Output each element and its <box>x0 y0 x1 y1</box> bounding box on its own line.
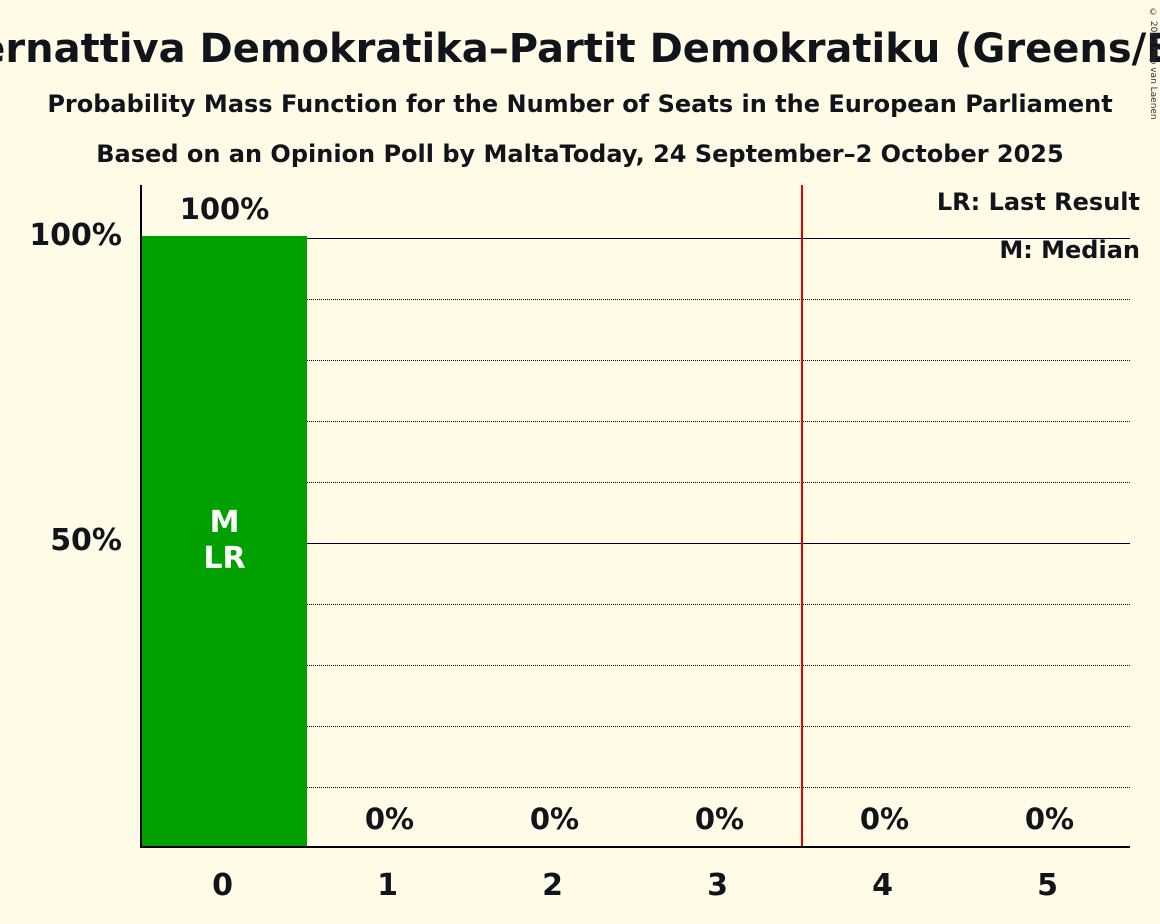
chart-title: Alternattiva Demokratika–Partit Demokrat… <box>0 26 1160 72</box>
gridline-dotted-40 <box>142 604 1130 605</box>
gridline-solid-50 <box>142 543 1130 544</box>
bar-value-label-5: 0% <box>1024 802 1075 836</box>
gridline-dotted-30 <box>142 665 1130 666</box>
copyright-notice: © 2025 Filip van Laenen <box>1148 8 1158 120</box>
y-axis-label-100: 100% <box>29 218 122 253</box>
gridline-dotted-20 <box>142 726 1130 727</box>
gridline-dotted-70 <box>142 421 1130 422</box>
bar-value-label-0: 100% <box>179 192 270 226</box>
gridline-dotted-80 <box>142 360 1130 361</box>
legend-last-result: LR: Last Result <box>936 188 1140 216</box>
gridline-dotted-10 <box>142 787 1130 788</box>
x-axis-label-1: 1 <box>377 868 398 903</box>
x-axis-label-2: 2 <box>542 868 563 903</box>
gridline-solid-100 <box>142 238 1130 239</box>
chart-poll-info: Based on an Opinion Poll by MaltaToday, … <box>96 140 1064 168</box>
bar-median-lastresult-label: M LR <box>203 505 246 576</box>
x-axis-label-0: 0 <box>212 868 233 903</box>
plot-area: M LR 100% 0% 0% 0% 0% 0% <box>140 185 1130 848</box>
bar-seats-0: M LR <box>142 236 307 846</box>
gridline-dotted-60 <box>142 482 1130 483</box>
x-axis-label-4: 4 <box>872 868 893 903</box>
majority-line <box>801 185 803 846</box>
x-axis-label-5: 5 <box>1037 868 1058 903</box>
bar-value-label-2: 0% <box>529 802 580 836</box>
legend-median: M: Median <box>999 236 1140 264</box>
bar-value-label-4: 0% <box>859 802 910 836</box>
x-axis-label-3: 3 <box>707 868 728 903</box>
chart-subtitle: Probability Mass Function for the Number… <box>47 90 1113 118</box>
gridline-dotted-90 <box>142 299 1130 300</box>
bar-value-label-3: 0% <box>694 802 745 836</box>
bar-value-label-1: 0% <box>364 802 415 836</box>
y-axis-label-50: 50% <box>50 523 122 558</box>
